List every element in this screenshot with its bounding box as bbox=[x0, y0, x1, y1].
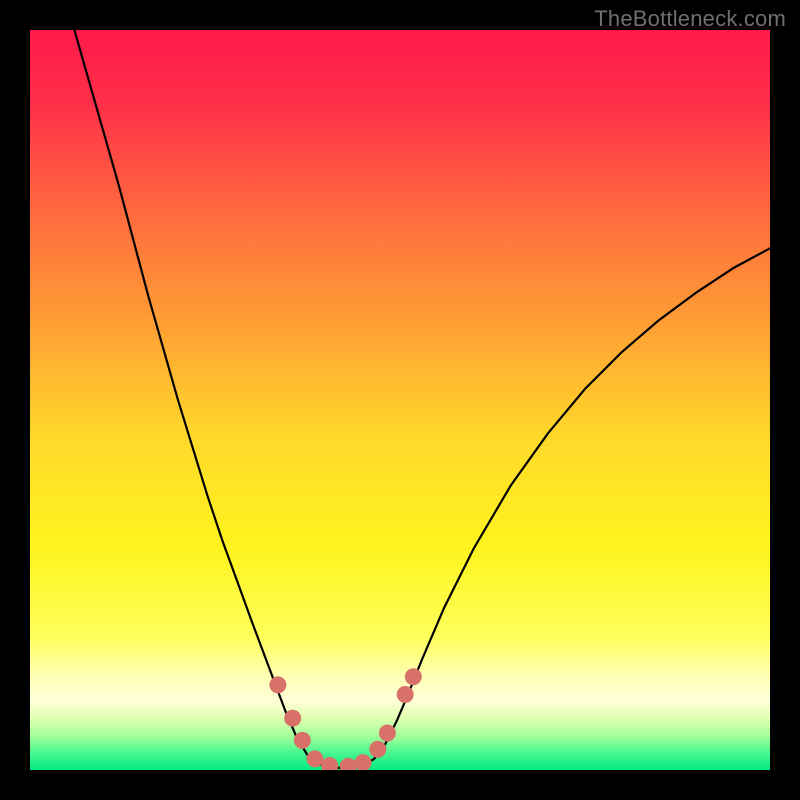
curve-marker bbox=[321, 757, 338, 770]
curve-marker bbox=[284, 710, 301, 727]
curve-marker bbox=[379, 725, 396, 742]
curve-marker bbox=[355, 754, 372, 770]
curve-marker bbox=[269, 676, 286, 693]
bottleneck-curve bbox=[74, 30, 770, 768]
plot-area bbox=[30, 30, 770, 770]
curve-marker bbox=[306, 750, 323, 767]
watermark-text: TheBottleneck.com bbox=[594, 6, 786, 32]
curve-marker bbox=[294, 732, 311, 749]
curve-marker bbox=[397, 686, 414, 703]
curve-layer bbox=[30, 30, 770, 770]
curve-marker bbox=[405, 668, 422, 685]
curve-marker bbox=[369, 741, 386, 758]
curve-marker bbox=[340, 758, 357, 770]
curve-markers bbox=[269, 668, 421, 770]
